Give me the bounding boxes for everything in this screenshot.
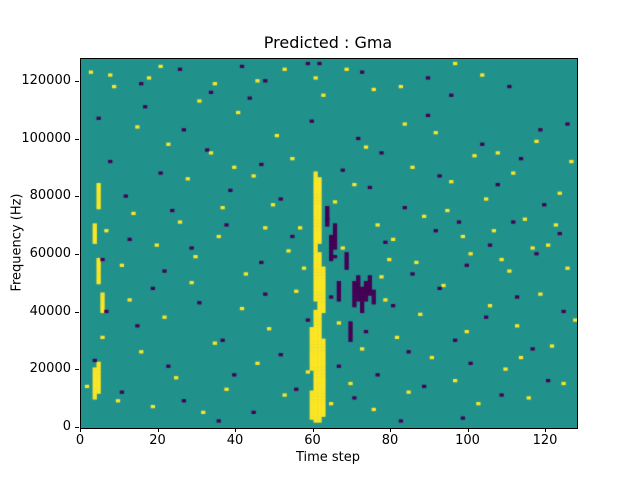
y-tick-mark — [75, 81, 79, 83]
y-tick-mark — [75, 311, 79, 313]
y-tick-label: 20000 — [29, 361, 71, 377]
y-tick-label: 0 — [62, 419, 71, 434]
plot-area — [80, 58, 578, 429]
x-tick-label: 80 — [381, 433, 399, 448]
x-tick-mark — [157, 428, 159, 432]
y-tick-label: 40000 — [29, 303, 71, 319]
x-tick-mark — [80, 428, 81, 432]
x-tick-mark — [390, 428, 391, 432]
x-tick-label: 40 — [226, 433, 244, 448]
x-tick-label: 120 — [532, 433, 558, 448]
x-tick-mark — [235, 428, 236, 432]
x-axis-label: Time step — [295, 450, 361, 465]
y-tick-label: 80000 — [29, 188, 71, 204]
x-tick-label: 20 — [149, 433, 166, 448]
x-tick-mark — [545, 428, 546, 432]
y-tick-label: 100000 — [21, 130, 71, 146]
x-tick-label: 60 — [304, 433, 321, 448]
heatmap-canvas — [81, 59, 577, 428]
x-tick-mark — [312, 428, 314, 432]
y-tick-label: 60000 — [29, 246, 71, 262]
y-tick-mark — [75, 427, 79, 428]
y-tick-mark — [75, 138, 79, 140]
y-tick-mark — [75, 369, 79, 371]
x-tick-mark — [467, 428, 469, 432]
y-tick-mark — [75, 196, 79, 198]
x-tick-label: 0 — [75, 433, 85, 448]
y-tick-label: 120000 — [21, 73, 71, 89]
x-tick-label: 100 — [455, 433, 480, 448]
y-tick-mark — [75, 254, 79, 256]
y-axis-label: Frequency (Hz) — [9, 193, 25, 292]
plot-title: Predicted : Gma — [263, 33, 393, 52]
